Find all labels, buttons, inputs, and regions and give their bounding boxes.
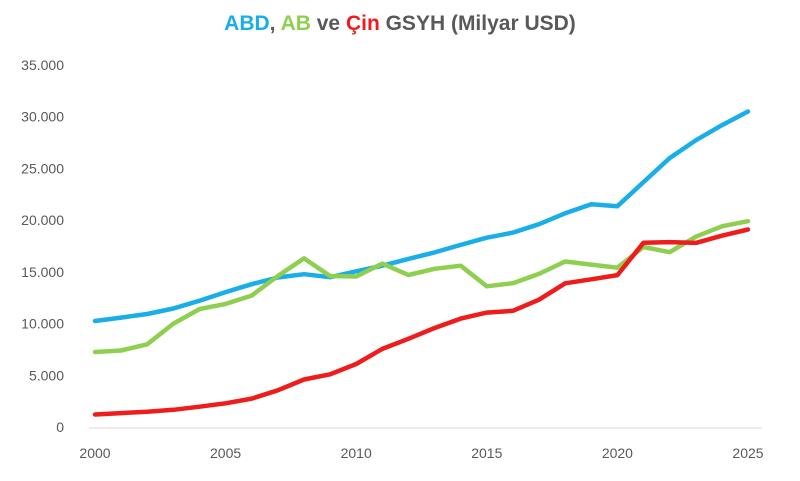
y-tick-label: 20.000 — [21, 212, 64, 228]
y-tick-label: 0 — [56, 419, 64, 435]
x-tick-label: 2005 — [210, 445, 241, 461]
chart-title-part: AB — [280, 12, 311, 35]
chart-title-part: ve — [310, 12, 346, 35]
x-tick-label: 2015 — [471, 445, 502, 461]
x-tick-label: 2025 — [732, 445, 763, 461]
y-tick-label: 25.000 — [21, 160, 64, 176]
y-tick-label: 5.000 — [29, 367, 64, 383]
series-lines — [92, 109, 751, 417]
series-line-abd — [92, 109, 751, 324]
y-tick-label: 35.000 — [21, 57, 64, 73]
y-tick-label: 10.000 — [21, 316, 64, 332]
y-tick-label: 15.000 — [21, 264, 64, 280]
x-tick-label: 2010 — [341, 445, 372, 461]
series-line-cin — [92, 227, 751, 417]
y-tick-label: 30.000 — [21, 109, 64, 125]
chart-title: ABD, AB ve Çin GSYH (Milyar USD) — [0, 12, 800, 36]
x-axis-labels: 2000 2005 2010 2015 2020 2025 — [79, 445, 763, 461]
chart-title-part: GSYH (Milyar USD) — [379, 12, 576, 35]
chart-title-part: Çin — [345, 12, 380, 35]
chart-title-part: , — [269, 12, 281, 35]
chart-title-part: ABD — [224, 12, 270, 35]
y-axis-labels: 0 5.000 10.000 15.000 20.000 25.000 30.000 35.0… — [21, 57, 64, 435]
x-tick-label: 2000 — [79, 445, 110, 461]
x-tick-label: 2020 — [602, 445, 633, 461]
